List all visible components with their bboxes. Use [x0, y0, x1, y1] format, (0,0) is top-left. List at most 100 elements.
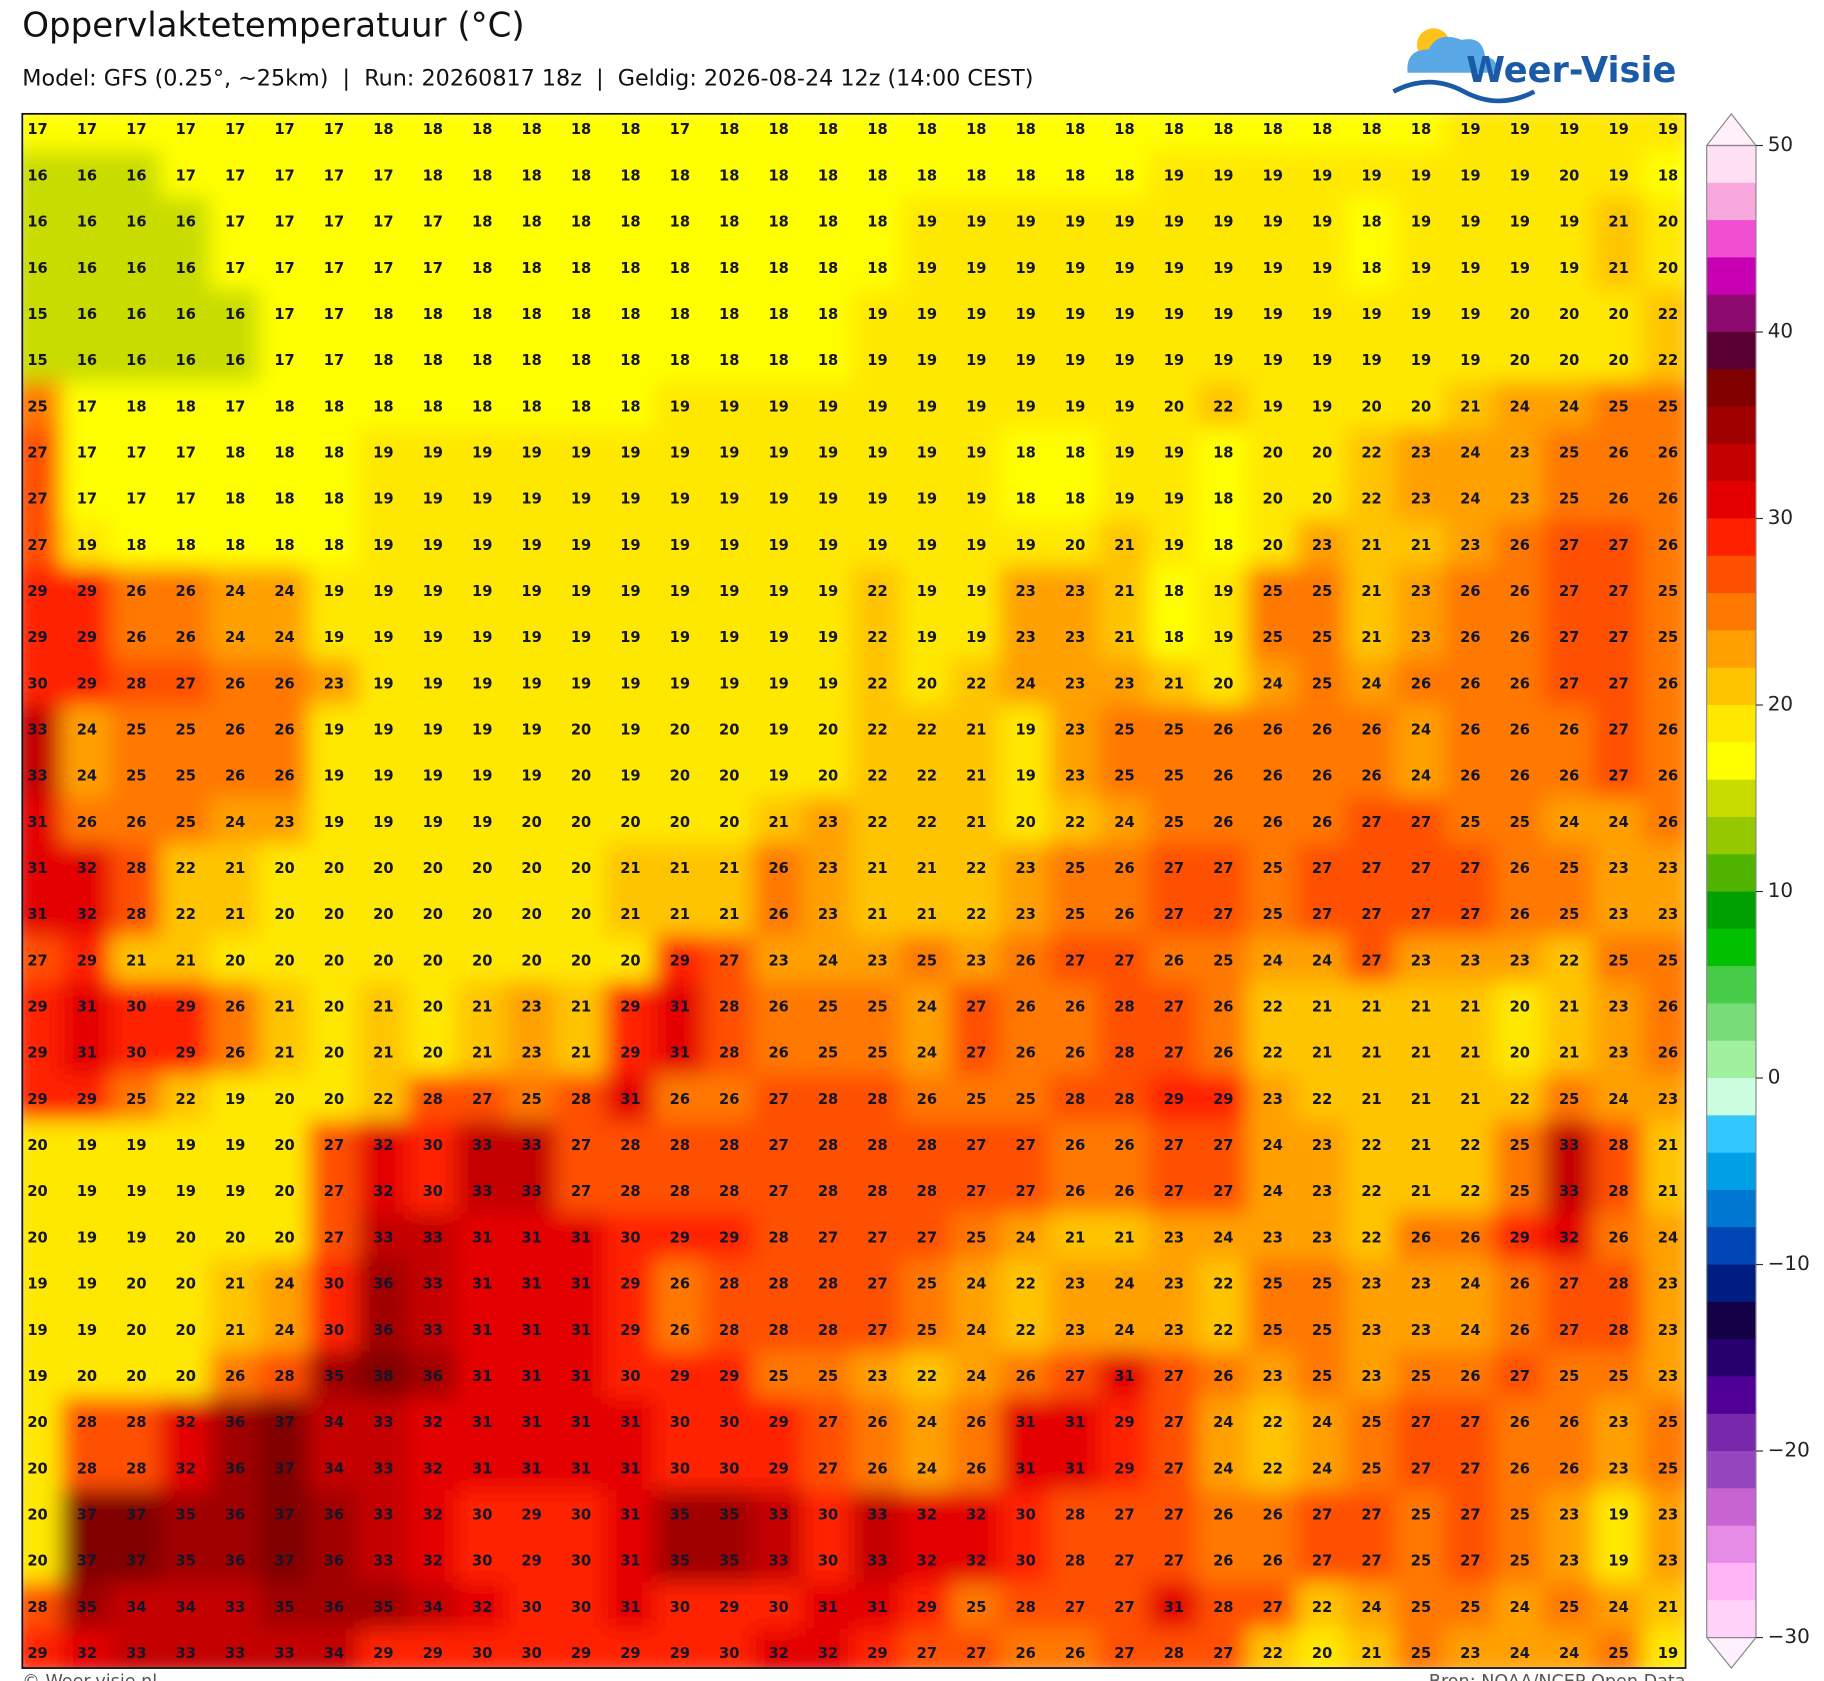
temperature-cell	[258, 705, 311, 754]
temperature-label: 29	[620, 1645, 640, 1662]
temperature-cell	[1592, 243, 1645, 292]
temperature-label: 18	[620, 306, 640, 323]
temperature-cell	[950, 1212, 1003, 1262]
temperature-cell	[110, 197, 163, 246]
temperature-label: 20	[1263, 491, 1283, 508]
temperature-cell	[357, 843, 410, 893]
colorbar-tick-label: 40	[1768, 319, 1793, 343]
temperature-label: 18	[1164, 629, 1184, 646]
temperature-label: 24	[77, 768, 97, 785]
temperature-cell	[22, 1490, 64, 1539]
temperature-label: 30	[818, 1553, 838, 1570]
temperature-label: 20	[126, 1368, 146, 1385]
temperature-label: 21	[126, 952, 146, 969]
temperature-label: 27	[1559, 583, 1579, 600]
temperature-cell	[703, 1074, 756, 1123]
temperature-cell	[999, 843, 1052, 893]
temperature-label: 28	[768, 1276, 788, 1293]
temperature-cell	[604, 243, 657, 292]
temperature-label: 25	[1312, 629, 1332, 646]
temperature-label: 20	[1658, 214, 1678, 231]
temperature-cell	[1444, 289, 1497, 339]
temperature-label: 18	[818, 167, 838, 184]
temperature-cell	[61, 658, 113, 708]
temperature-cell	[1493, 751, 1546, 800]
temperature-cell	[308, 1582, 360, 1631]
temperature-cell	[22, 289, 64, 339]
temperature-cell	[110, 935, 163, 985]
temperature-cell	[1395, 1305, 1447, 1354]
temperature-label: 29	[1114, 1460, 1134, 1477]
temperature-cell	[159, 843, 212, 893]
temperature-cell	[999, 150, 1052, 200]
temperature-cell	[1642, 982, 1686, 1031]
temperature-label: 33	[423, 1276, 443, 1293]
temperature-cell	[505, 197, 558, 246]
temperature-cell	[258, 1074, 311, 1123]
temperature-cell	[110, 1443, 163, 1493]
temperature-cell	[61, 935, 113, 985]
temperature-cell	[802, 566, 854, 616]
temperature-cell	[1345, 520, 1398, 569]
temperature-label: 26	[225, 722, 245, 739]
temperature-cell	[703, 1536, 756, 1585]
temperature-label: 19	[1015, 352, 1035, 369]
temperature-label: 21	[1361, 999, 1381, 1016]
temperature-cell	[802, 1212, 854, 1262]
temperature-label: 31	[1114, 1368, 1134, 1385]
temperature-label: 28	[571, 1091, 591, 1108]
temperature-label: 32	[77, 860, 97, 877]
temperature-cell	[555, 1397, 607, 1447]
temperature-cell	[22, 243, 64, 292]
temperature-cell	[110, 1120, 163, 1170]
temperature-label: 29	[27, 1091, 47, 1108]
temperature-label: 26	[1460, 1229, 1480, 1246]
temperature-label: 30	[126, 1045, 146, 1062]
temperature-label: 25	[1559, 860, 1579, 877]
temperature-cell	[752, 1259, 805, 1308]
temperature-cell	[752, 935, 805, 985]
temperature-label: 21	[1608, 260, 1628, 277]
temperature-cell	[1493, 935, 1546, 985]
temperature-label: 26	[1608, 444, 1628, 461]
temperature-label: 18	[274, 398, 294, 415]
temperature-label: 21	[1411, 1137, 1431, 1154]
temperature-cell	[308, 705, 360, 754]
temperature-cell	[555, 1166, 607, 1216]
temperature-label: 21	[1411, 1091, 1431, 1108]
temperature-label: 23	[1361, 1276, 1381, 1293]
temperature-cell	[159, 797, 212, 846]
temperature-cell	[456, 935, 509, 985]
temperature-cell	[1493, 1166, 1546, 1216]
temperature-cell	[110, 612, 163, 662]
temperature-label: 18	[719, 352, 739, 369]
temperature-cell	[505, 843, 558, 893]
temperature-cell	[1296, 150, 1349, 200]
temperature-label: 30	[719, 1414, 739, 1431]
colorbar-segment	[1706, 667, 1756, 706]
temperature-label: 30	[670, 1460, 690, 1477]
temperature-cell	[604, 1028, 657, 1077]
temperature-label: 26	[1658, 675, 1678, 692]
temperature-cell	[703, 289, 756, 339]
temperature-label: 17	[225, 260, 245, 277]
temperature-label: 20	[670, 722, 690, 739]
temperature-label: 33	[373, 1414, 393, 1431]
temperature-cell	[1049, 243, 1101, 292]
temperature-label: 18	[225, 537, 245, 554]
temperature-cell	[22, 1443, 64, 1493]
temperature-label: 23	[818, 860, 838, 877]
temperature-cell	[1543, 150, 1596, 200]
temperature-cell	[1246, 428, 1299, 477]
temperature-cell	[752, 1212, 805, 1262]
temperature-cell	[61, 843, 113, 893]
temperature-cell	[555, 1074, 607, 1123]
temperature-label: 19	[423, 768, 443, 785]
temperature-label: 16	[77, 306, 97, 323]
temperature-cell	[1246, 1074, 1299, 1123]
temperature-label: 18	[1213, 444, 1233, 461]
temperature-cell	[1246, 113, 1299, 154]
temperature-label: 28	[719, 1045, 739, 1062]
temperature-cell	[1197, 1166, 1250, 1216]
temperature-cell	[110, 705, 163, 754]
